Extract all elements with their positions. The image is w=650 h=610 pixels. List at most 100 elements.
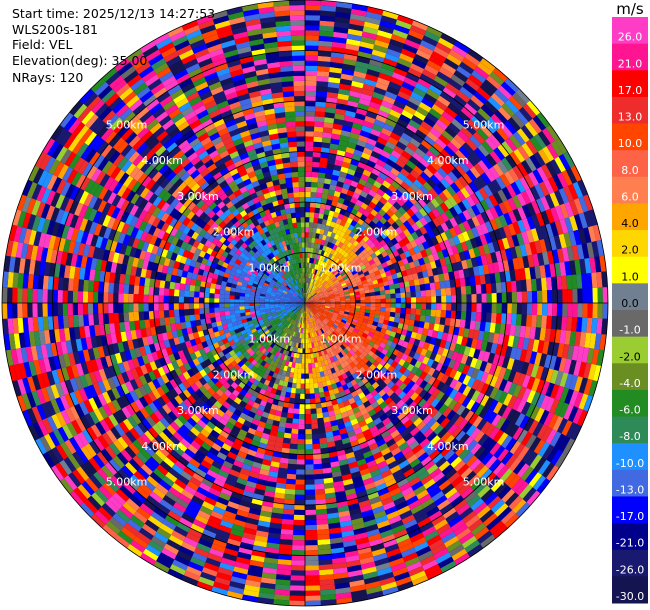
range-gate	[305, 60, 318, 66]
range-gate	[55, 462, 69, 479]
range-gate	[422, 270, 429, 278]
range-gate	[350, 584, 366, 593]
range-gate	[253, 321, 259, 326]
range-gate	[206, 351, 214, 359]
range-gate	[226, 335, 234, 342]
range-gate	[475, 213, 485, 225]
range-gate	[379, 20, 396, 30]
range-gate	[439, 364, 449, 375]
range-gate	[162, 428, 173, 439]
range-gate	[415, 346, 423, 355]
range-gate	[437, 346, 445, 356]
range-gate	[359, 232, 366, 240]
range-gate	[256, 317, 263, 322]
range-gate	[300, 317, 303, 323]
range-gate	[307, 327, 310, 334]
range-gate	[343, 348, 349, 355]
range-gate	[310, 322, 313, 328]
range-gate	[308, 295, 312, 300]
range-gate	[431, 267, 439, 276]
range-gate	[325, 364, 331, 371]
range-gate	[571, 345, 580, 361]
range-gate	[373, 283, 380, 289]
range-gate	[344, 488, 356, 496]
range-gate	[320, 314, 326, 319]
range-gate	[457, 222, 467, 234]
range-gate	[436, 181, 447, 192]
range-gate	[431, 543, 447, 555]
range-gate	[525, 279, 532, 292]
range-gate	[427, 367, 436, 377]
range-gate	[350, 303, 356, 306]
range-gate	[318, 40, 333, 47]
range-gate	[364, 338, 371, 345]
range-gate	[315, 233, 320, 239]
range-gate	[311, 316, 316, 321]
range-gate	[362, 370, 370, 378]
range-gate	[401, 514, 416, 525]
range-gate	[451, 548, 468, 562]
range-gate	[352, 233, 360, 241]
range-gate	[349, 507, 362, 516]
range-gate	[224, 455, 236, 465]
range-gate	[405, 100, 419, 111]
range-gate	[444, 366, 453, 377]
range-gate	[308, 378, 314, 384]
range-gate	[578, 393, 589, 410]
range-gate	[539, 327, 547, 341]
range-gate	[455, 286, 462, 296]
range-gate	[480, 312, 487, 322]
range-gate	[434, 243, 442, 253]
range-gate	[305, 161, 313, 167]
range-gate	[398, 441, 409, 452]
range-gate	[305, 439, 313, 445]
range-gate	[512, 384, 522, 398]
range-gate	[312, 279, 316, 285]
range-gate	[110, 426, 122, 440]
range-gate	[220, 333, 227, 340]
range-gate	[170, 369, 179, 379]
range-gate	[391, 71, 406, 82]
range-gate	[448, 471, 461, 484]
range-gate	[353, 344, 360, 351]
range-gate	[268, 434, 277, 442]
range-gate	[89, 410, 100, 425]
range-gate	[399, 86, 413, 97]
range-gate	[383, 319, 389, 326]
range-gate	[151, 438, 163, 450]
range-gate	[288, 361, 293, 368]
range-gate	[564, 201, 574, 218]
range-gate	[348, 574, 364, 583]
range-gate	[147, 441, 159, 453]
range-gate	[562, 303, 568, 317]
range-gate	[168, 486, 182, 498]
range-gate	[512, 208, 522, 222]
range-gate	[296, 311, 300, 317]
range-gate	[365, 360, 373, 368]
range-gate	[497, 160, 509, 174]
range-gate	[494, 89, 509, 104]
range-gate	[323, 390, 330, 397]
range-gate	[378, 208, 387, 217]
range-gate	[248, 507, 261, 516]
range-gate	[225, 543, 240, 552]
range-gate	[436, 224, 445, 235]
range-gate	[392, 201, 402, 211]
range-gate	[100, 448, 113, 462]
range-gate	[329, 243, 335, 250]
range-gate	[337, 224, 344, 232]
range-gate	[200, 459, 212, 470]
range-gate	[395, 576, 412, 587]
range-gate	[335, 328, 341, 334]
range-gate	[270, 387, 277, 395]
range-gate	[251, 461, 262, 469]
range-gate	[314, 280, 318, 286]
range-gate	[331, 470, 342, 478]
range-gate	[583, 378, 593, 396]
range-gate	[172, 351, 181, 361]
range-gate	[252, 330, 259, 337]
range-gate	[499, 323, 506, 335]
range-gate	[396, 477, 409, 488]
range-gate	[314, 488, 326, 495]
range-gate	[334, 21, 350, 29]
